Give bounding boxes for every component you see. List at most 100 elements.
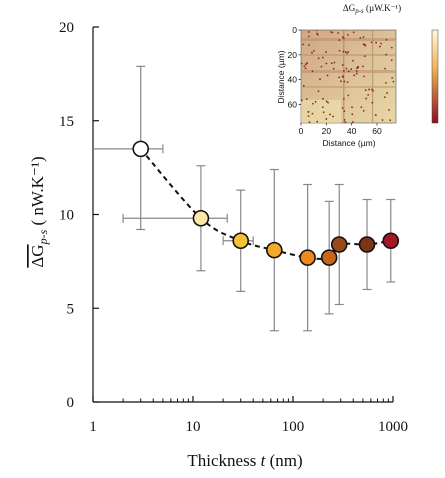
inset-dot — [385, 53, 388, 56]
inset-dot — [342, 69, 345, 72]
inset-dot — [338, 76, 341, 79]
inset-dot — [385, 38, 388, 41]
y-tick-label: 20 — [59, 20, 74, 36]
inset-dot — [341, 75, 344, 78]
inset-dot — [351, 113, 354, 116]
data-point — [232, 232, 250, 250]
inset-dot — [362, 43, 365, 46]
inset-heatmap: ΔGp-s (µW.K⁻¹) 0 20 40 60 0 20 40 60 Distance … — [276, 3, 439, 148]
x-ticks: 1 10 100 1000 — [89, 396, 408, 435]
data-point — [330, 236, 348, 253]
inset-dot — [352, 59, 354, 62]
inset-dot — [368, 88, 371, 91]
inset-dot — [391, 76, 394, 79]
inset-dot — [307, 115, 310, 118]
inset-colorbar — [431, 29, 439, 124]
data-point — [265, 241, 283, 259]
inset-dot — [346, 81, 349, 84]
inset-y-tick-label: 40 — [288, 75, 298, 85]
inset-x-axis-label: Distance (µm) — [322, 138, 375, 148]
inset-dot — [319, 78, 321, 80]
inset-y-tick-label: 0 — [292, 25, 297, 35]
inset-dot — [322, 97, 325, 100]
inset-dot — [321, 106, 324, 109]
inset-dot — [350, 68, 353, 71]
inset-dot — [384, 67, 387, 70]
y-tick-label: 5 — [67, 301, 75, 317]
inset-dot — [353, 74, 356, 77]
x-tick-label: 10 — [186, 419, 201, 435]
inset-dot — [345, 67, 348, 70]
y-axis-label: ΔGp-s ( nW.K⁻¹) — [28, 156, 50, 267]
inset-x-tick-label: 20 — [322, 126, 332, 136]
inset-dot — [364, 89, 367, 92]
inset-dot — [343, 110, 346, 113]
inset-dot — [352, 31, 355, 34]
inset-dot — [347, 33, 349, 36]
x-tick-label: 1 — [89, 419, 97, 435]
inset-dot — [347, 70, 350, 73]
inset-dot — [316, 32, 318, 35]
inset-dot — [344, 121, 347, 123]
inset-dot — [351, 121, 354, 123]
inset-dot — [370, 41, 373, 44]
inset-dot — [337, 32, 339, 34]
data-point — [358, 236, 376, 253]
inset-dot — [390, 46, 393, 49]
data-point — [299, 249, 316, 266]
inset-dot — [365, 97, 368, 100]
inset-dot — [341, 36, 344, 38]
inset-dot — [325, 118, 328, 120]
inset-dot — [355, 70, 358, 72]
inset-dot — [364, 44, 367, 47]
data-point — [132, 140, 150, 158]
inset-dot — [311, 51, 313, 54]
inset-dot — [317, 90, 320, 93]
inset-dot — [371, 101, 374, 104]
inset-y-ticks: 0 20 40 60 — [288, 25, 301, 109]
x-tick-label: 1000 — [378, 419, 408, 435]
inset-dot — [342, 37, 345, 40]
inset-dot — [311, 70, 314, 73]
inset-dot — [315, 30, 318, 31]
inset-dot — [332, 115, 334, 118]
inset-dot — [304, 67, 307, 70]
inset-dot — [314, 100, 317, 103]
inset-y-tick-label: 60 — [288, 99, 298, 109]
inset-dot — [305, 63, 307, 66]
inset-dot — [331, 31, 334, 34]
inset-dot — [390, 59, 393, 62]
inset-dots — [301, 30, 395, 123]
inset-dot — [344, 51, 347, 53]
inset-dot — [302, 43, 305, 46]
main-axes: 0 5 10 15 20 1 10 100 1000 — [59, 20, 408, 435]
inset-x-tick-label: 0 — [299, 126, 304, 136]
inset-dot — [362, 75, 365, 78]
inset-dot — [371, 88, 373, 91]
inset-dot — [346, 52, 348, 55]
inset-dot — [357, 65, 359, 68]
inset-dot — [303, 65, 306, 68]
inset-dot — [356, 67, 358, 70]
x-axis-label: Thickness t (nm) — [187, 451, 302, 470]
inset-dot — [388, 109, 390, 111]
inset-title: ΔGp-s (µW.K⁻¹) — [343, 3, 401, 15]
inset-x-ticks: 0 20 40 60 — [299, 123, 382, 136]
inset-dot — [375, 41, 378, 44]
inset-dot — [311, 112, 314, 115]
inset-dot — [385, 81, 387, 84]
trend-line — [139, 148, 391, 260]
inset-dot — [347, 94, 350, 97]
inset-dot — [305, 98, 308, 100]
inset-dot — [321, 56, 324, 59]
inset-dot — [330, 62, 333, 65]
y-tick-label: 10 — [59, 208, 74, 224]
inset-dot — [341, 64, 344, 66]
inset-dot — [347, 50, 350, 53]
inset-dot — [307, 35, 310, 38]
inset-dot — [362, 36, 365, 39]
data-point — [320, 249, 338, 266]
inset-dot — [307, 111, 310, 113]
x-tick-label: 100 — [282, 419, 305, 435]
inset-dot — [327, 101, 329, 104]
